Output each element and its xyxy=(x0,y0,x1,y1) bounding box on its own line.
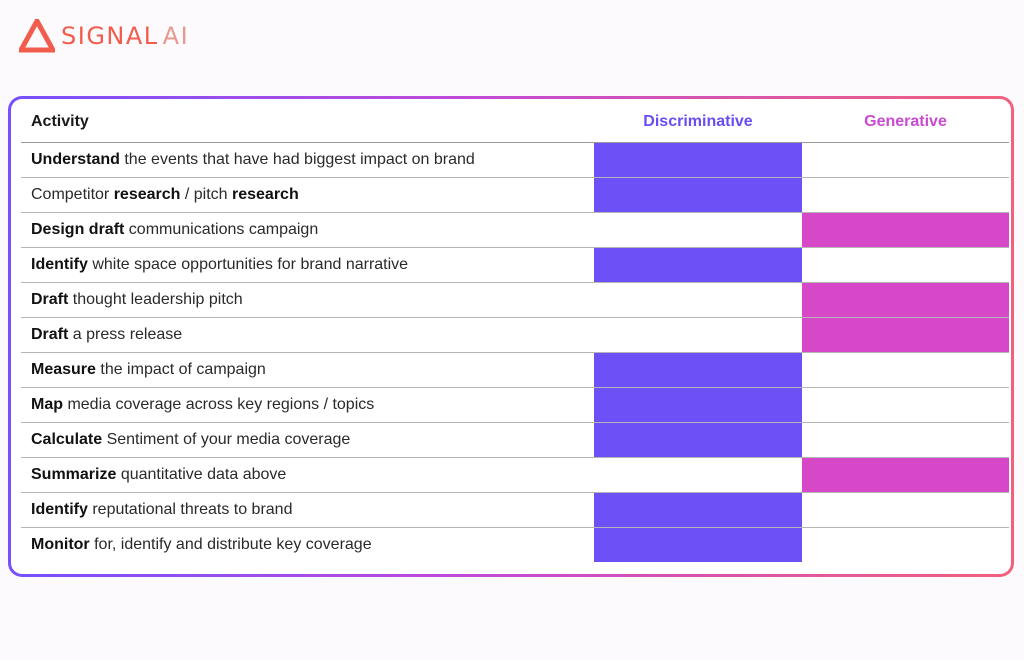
activity-cell: Map media coverage across key regions / … xyxy=(21,387,594,423)
generative-marker xyxy=(802,457,1009,493)
generative-empty-cell xyxy=(802,387,1009,423)
activity-cell: Measure the impact of campaign xyxy=(21,352,594,388)
activity-keyword: Measure xyxy=(31,361,96,378)
table-row: Identify white space opportunities for b… xyxy=(21,247,1009,283)
generative-empty-cell xyxy=(802,528,1009,563)
triangle-logo-icon xyxy=(19,19,55,53)
table-row: Identify reputational threats to brand xyxy=(21,492,1009,528)
discriminative-marker xyxy=(594,142,802,178)
activity-cell: Summarize quantitative data above xyxy=(21,457,594,493)
discriminative-empty-cell xyxy=(594,457,802,493)
activity-cell: Design draft communications campaign xyxy=(21,212,594,248)
generative-marker xyxy=(802,212,1009,248)
comparison-card-body: Activity Discriminative Generative Under… xyxy=(11,99,1011,574)
header-generative: Generative xyxy=(802,102,1009,143)
brand-wordmark: SIGNAL AI xyxy=(61,24,189,48)
generative-marker xyxy=(802,317,1009,353)
brand-logo: SIGNAL AI xyxy=(19,17,189,55)
activity-cell: Identify white space opportunities for b… xyxy=(21,247,594,283)
generative-empty-cell xyxy=(802,142,1009,178)
discriminative-marker xyxy=(594,352,802,388)
table-row: Understand the events that have had bigg… xyxy=(21,142,1009,178)
generative-empty-cell xyxy=(802,352,1009,388)
generative-empty-cell xyxy=(802,247,1009,283)
generative-empty-cell xyxy=(802,492,1009,528)
activity-text: a press release xyxy=(68,326,183,343)
discriminative-empty-cell xyxy=(594,317,802,353)
activity-keyword: Monitor xyxy=(31,536,90,553)
activity-text: communications campaign xyxy=(124,221,319,238)
activity-text: media coverage across key regions / topi… xyxy=(63,396,375,413)
brand-name: SIGNAL xyxy=(61,22,159,50)
discriminative-marker xyxy=(594,247,802,283)
generative-marker xyxy=(802,282,1009,318)
activity-text: reputational threats to brand xyxy=(87,501,293,518)
activity-keyword: Understand xyxy=(31,151,120,168)
table-row: Competitor research / pitch research xyxy=(21,177,1009,213)
table-row: Design draft communications campaign xyxy=(21,212,1009,248)
table-row: Monitor for, identify and distribute key… xyxy=(21,527,1009,563)
activity-keyword: Draft xyxy=(31,291,69,308)
activity-keyword: Design draft xyxy=(31,221,125,238)
header-activity: Activity xyxy=(21,102,594,143)
header-discriminative: Discriminative xyxy=(594,102,802,143)
discriminative-marker xyxy=(594,527,802,562)
table-row: Draft a press release xyxy=(21,317,1009,353)
table-row: Draft thought leadership pitch xyxy=(21,282,1009,318)
discriminative-marker xyxy=(594,422,802,458)
table-row: Measure the impact of campaign xyxy=(21,352,1009,388)
activity-text: white space opportunities for brand narr… xyxy=(87,256,409,273)
activity-keyword: Identify xyxy=(31,501,88,518)
activity-keyword: Summarize xyxy=(31,466,117,483)
activity-cell: Draft thought leadership pitch xyxy=(21,282,594,318)
activity-text: thought leadership pitch xyxy=(68,291,243,308)
brand-suffix: AI xyxy=(162,22,190,50)
activity-cell: Monitor for, identify and distribute key… xyxy=(21,528,594,563)
comparison-card: Activity Discriminative Generative Under… xyxy=(8,96,1014,577)
discriminative-empty-cell xyxy=(594,282,802,318)
table-body: Understand the events that have had bigg… xyxy=(21,142,1009,563)
activity-text: the impact of campaign xyxy=(95,361,266,378)
table-row: Summarize quantitative data above xyxy=(21,457,1009,493)
activity-keyword: research xyxy=(113,186,181,203)
discriminative-empty-cell xyxy=(594,212,802,248)
generative-empty-cell xyxy=(802,177,1009,213)
generative-empty-cell xyxy=(802,422,1009,458)
activity-keyword: Identify xyxy=(31,256,88,273)
activity-text: for, identify and distribute key coverag… xyxy=(89,536,372,553)
activity-cell: Understand the events that have had bigg… xyxy=(21,142,594,178)
activity-text: quantitative data above xyxy=(116,466,287,483)
activity-cell: Competitor research / pitch research xyxy=(21,177,594,213)
discriminative-marker xyxy=(594,492,802,528)
activity-text: Competitor xyxy=(31,186,114,203)
activity-keyword: Calculate xyxy=(31,431,103,448)
discriminative-marker xyxy=(594,177,802,213)
activity-text: / pitch xyxy=(180,186,232,203)
activity-text: the events that have had biggest impact … xyxy=(119,151,475,168)
table-header-row: Activity Discriminative Generative xyxy=(21,102,1009,143)
activity-keyword: Map xyxy=(31,396,63,413)
activity-cell: Identify reputational threats to brand xyxy=(21,492,594,528)
activity-text: Sentiment of your media coverage xyxy=(102,431,351,448)
table-row: Map media coverage across key regions / … xyxy=(21,387,1009,423)
activity-cell: Draft a press release xyxy=(21,317,594,353)
activity-table: Activity Discriminative Generative Under… xyxy=(21,102,1009,562)
table-row: Calculate Sentiment of your media covera… xyxy=(21,422,1009,458)
activity-keyword: Draft xyxy=(31,326,69,343)
activity-cell: Calculate Sentiment of your media covera… xyxy=(21,422,594,458)
discriminative-marker xyxy=(594,387,802,423)
activity-keyword: research xyxy=(232,186,299,203)
